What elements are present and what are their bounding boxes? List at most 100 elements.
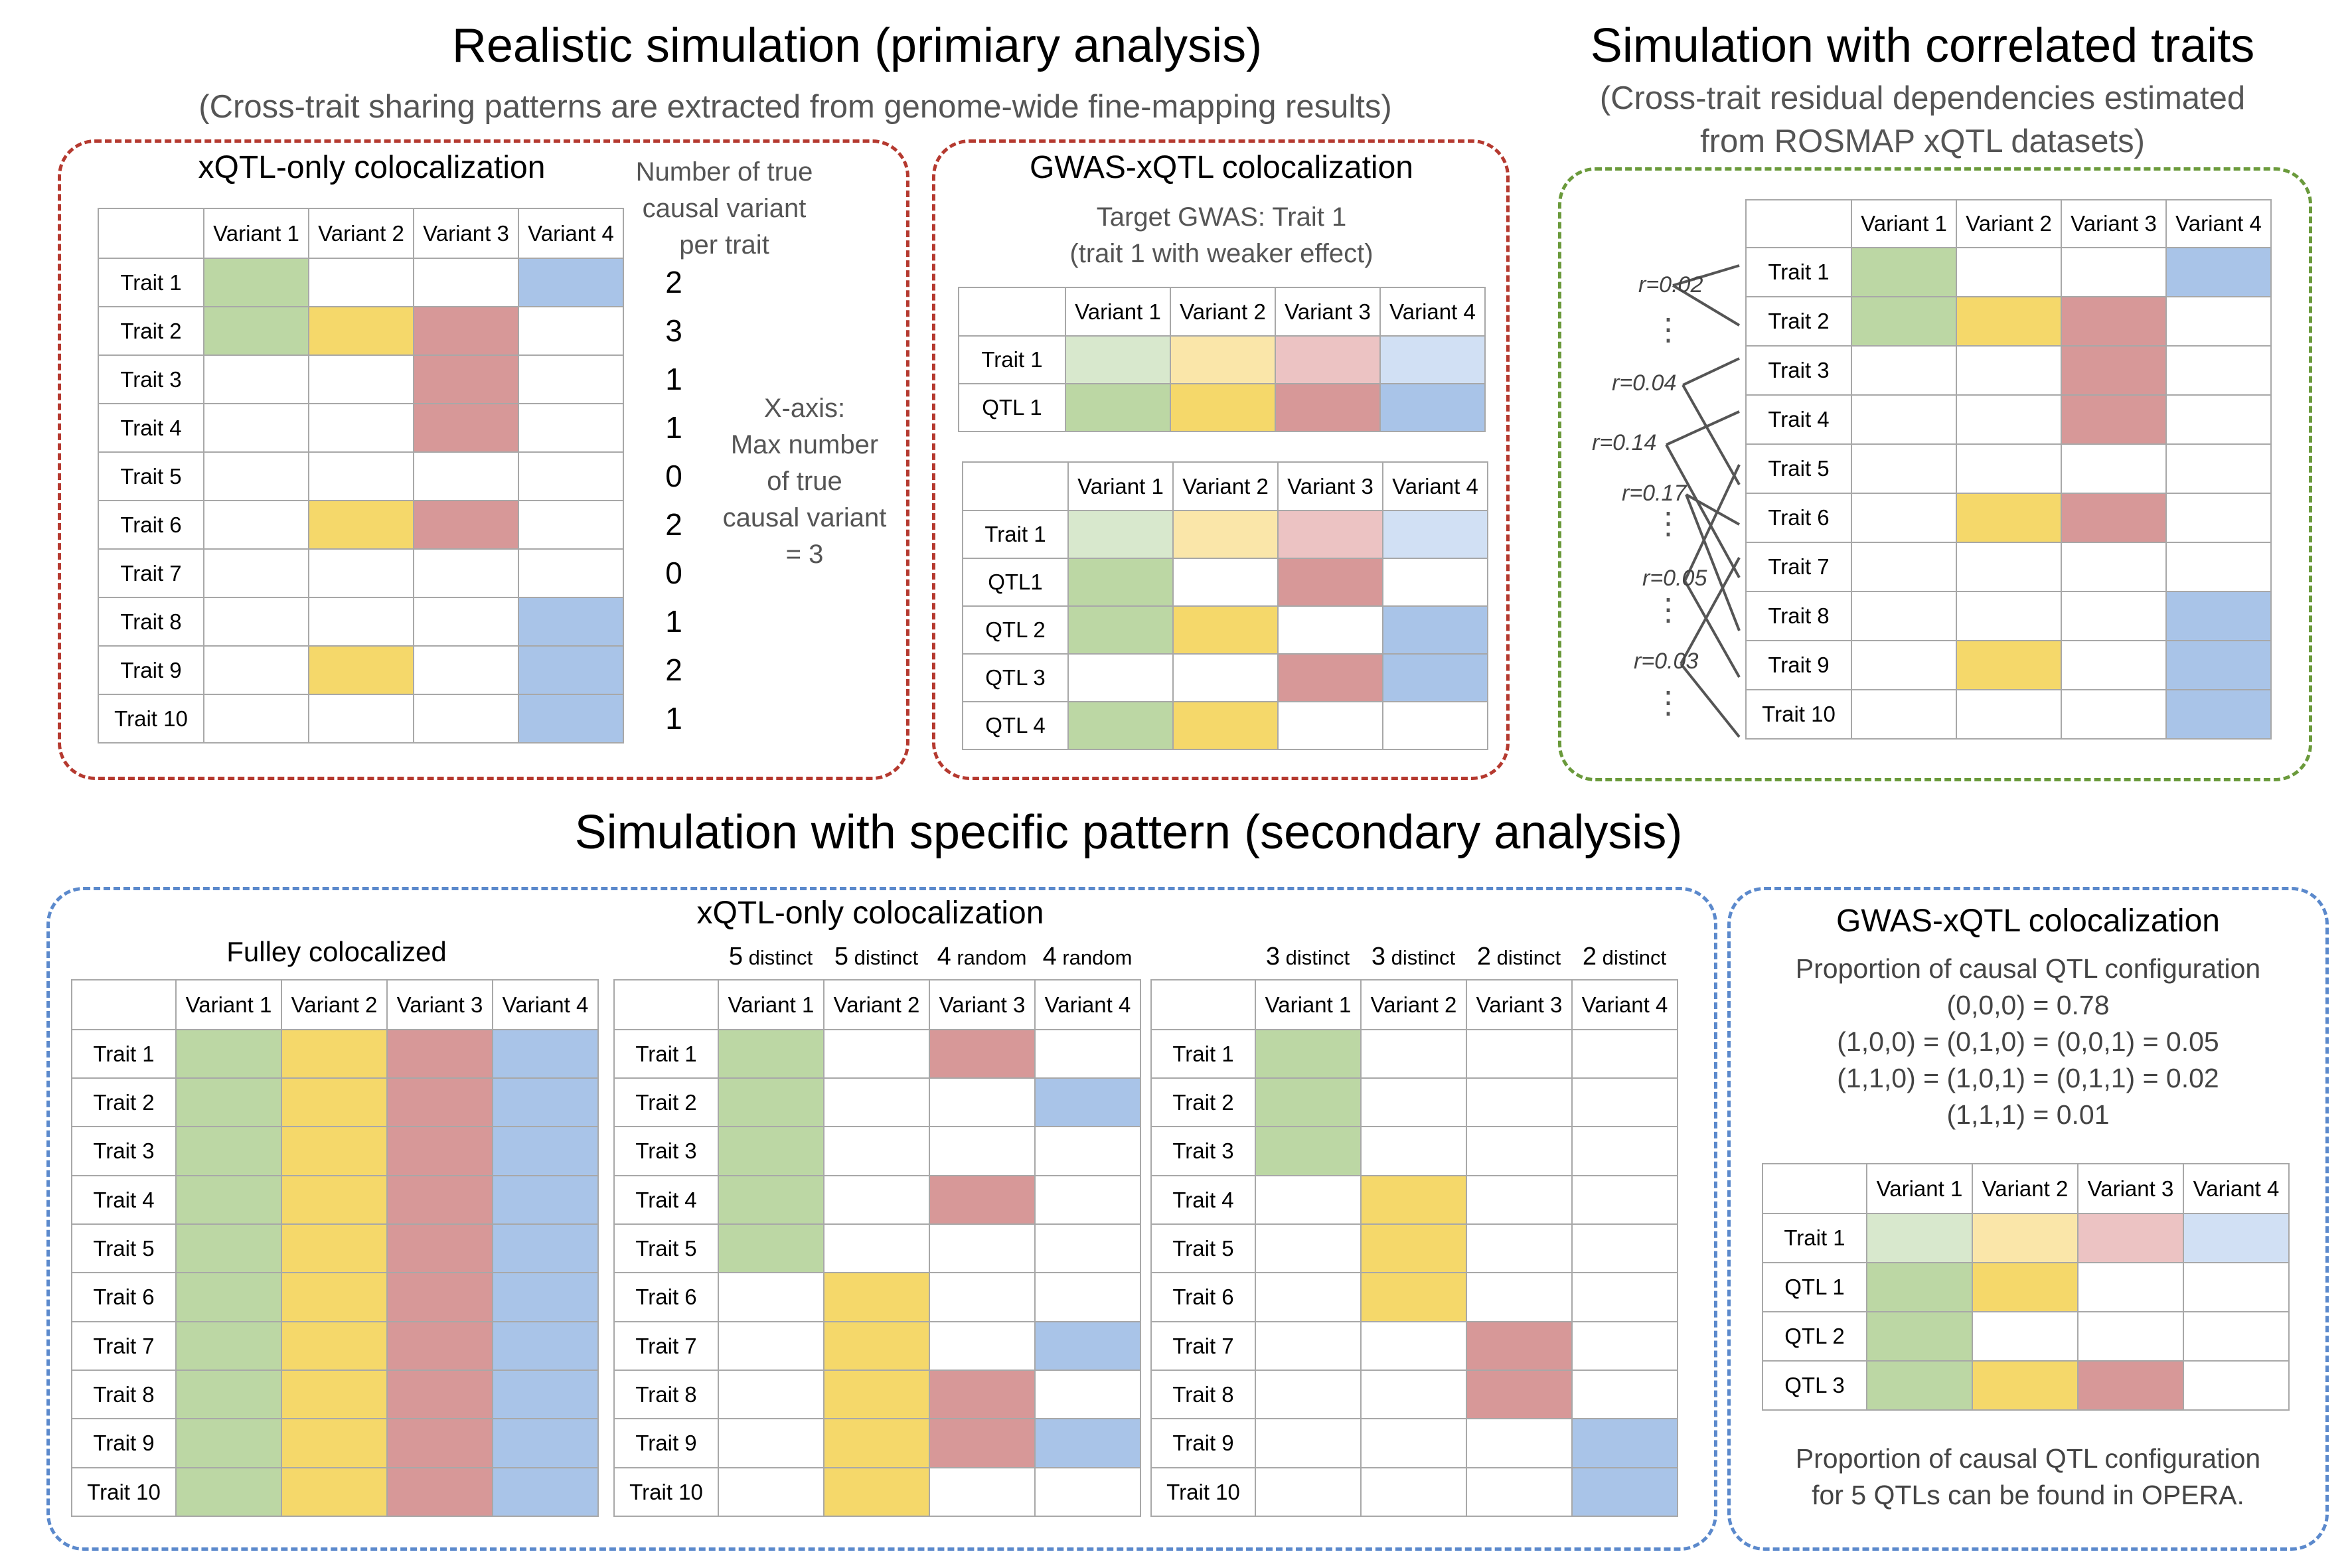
variant-4-header: Variant 4: [1379, 287, 1486, 337]
table-row: Trait 7: [613, 1321, 1141, 1371]
table-row: Trait 5: [1745, 443, 2272, 494]
panel-gwas-xqtl-realistic: [932, 139, 1510, 780]
empty-cell: [1172, 558, 1279, 607]
causal-count-value: 2: [665, 653, 682, 687]
row-label: QTL1: [962, 558, 1069, 607]
table-row: Trait 6: [71, 1272, 599, 1322]
fully-colocalized-title: Fulley colocalized: [226, 936, 447, 967]
table-row: Trait 9: [1150, 1418, 1678, 1468]
row-label: Trait 4: [71, 1175, 177, 1225]
count-header-line-1: Number of true: [635, 157, 813, 187]
table-row: Trait 9: [1745, 640, 2272, 690]
table-row: Trait 9: [98, 645, 624, 695]
row-label: Trait 10: [71, 1467, 177, 1517]
row-label: Trait 8: [71, 1370, 177, 1419]
causal-cell: [175, 1223, 282, 1273]
causal-cell: [175, 1077, 282, 1127]
row-label: Trait 1: [1762, 1213, 1867, 1263]
variant-1-header: Variant 1: [203, 208, 309, 259]
table-row: Trait 1: [71, 1029, 599, 1079]
causal-cell: [1277, 653, 1383, 702]
causal-cell: [281, 1272, 388, 1322]
causal-cell: [1277, 510, 1383, 559]
causal-cell: [386, 1321, 493, 1371]
panel-a-trait-variant-table: Variant 1 Variant 2 Variant 3 Variant 4 Trai…: [98, 208, 624, 744]
panel-a-title: xQTL-only colocalization: [198, 150, 546, 185]
header-corner-cell: [962, 461, 1069, 511]
empty-cell: [718, 1467, 824, 1517]
causal-cell: [386, 1077, 493, 1127]
variant-1-header: Variant 1: [1851, 199, 1957, 248]
empty-cell: [823, 1029, 930, 1079]
row-label: Trait 3: [71, 1126, 177, 1176]
empty-cell: [1851, 542, 1957, 592]
row-label: QTL 4: [962, 701, 1069, 750]
variant-2-header: Variant 2: [1956, 199, 2062, 248]
causal-cell: [1972, 1213, 2078, 1263]
empty-cell: [308, 354, 414, 404]
target-gwas-line-2: (trait 1 with weaker effect): [1069, 239, 1373, 268]
table-row: Trait 10: [613, 1467, 1141, 1517]
causal-cell: [175, 1321, 282, 1371]
correlated-traits-subtitle-1: (Cross-trait residual dependencies estim…: [1599, 80, 2246, 116]
empty-cell: [929, 1223, 1036, 1273]
empty-cell: [1034, 1223, 1141, 1273]
correlation-label-1: r=0.02: [1638, 272, 1703, 297]
causal-cell: [1255, 1029, 1362, 1079]
variant-4-header: Variant 4: [2165, 199, 2272, 248]
causal-cell: [281, 1370, 388, 1419]
empty-cell: [1255, 1418, 1362, 1468]
causal-cell: [175, 1126, 282, 1176]
xaxis-note-line-4: causal variant: [722, 503, 887, 532]
empty-cell: [1956, 542, 2062, 592]
causal-cell: [386, 1272, 493, 1322]
empty-cell: [2183, 1360, 2290, 1411]
row-label: Trait 2: [98, 306, 204, 356]
column-pattern-label: 2 distinct: [1476, 943, 1561, 971]
xaxis-note-line-2: Max number: [730, 430, 879, 459]
empty-cell: [2165, 345, 2272, 396]
causal-cell: [492, 1077, 599, 1127]
causal-cell: [718, 1126, 824, 1176]
empty-cell: [823, 1223, 930, 1273]
empty-cell: [1067, 653, 1174, 702]
causal-cell: [492, 1126, 599, 1176]
empty-cell: [203, 403, 309, 453]
causal-cell: [281, 1467, 388, 1517]
table-row: Trait 6: [1150, 1272, 1678, 1322]
causal-cell: [281, 1223, 388, 1273]
empty-cell: [1466, 1175, 1573, 1225]
table-row: Trait 7: [1150, 1321, 1678, 1371]
causal-cell: [175, 1029, 282, 1079]
empty-cell: [718, 1321, 824, 1371]
table-row: Trait 4: [1745, 394, 2272, 445]
row-label: Trait 1: [958, 335, 1066, 384]
row-label: Trait 10: [98, 694, 204, 744]
causal-cell: [1382, 510, 1488, 559]
row-label: Trait 3: [1150, 1126, 1256, 1176]
variant-4-header: Variant 4: [1034, 979, 1141, 1030]
variant-3-header: Variant 3: [1277, 461, 1383, 511]
panel-xqtl-only-realistic: [58, 139, 909, 780]
causal-count-value: 1: [665, 604, 682, 639]
row-label: Trait 10: [1745, 689, 1852, 740]
empty-cell: [929, 1272, 1036, 1322]
causal-cell: [1067, 605, 1174, 655]
causal-cell: [281, 1418, 388, 1468]
table-row: Trait 9: [613, 1418, 1141, 1468]
row-label: Trait 2: [71, 1077, 177, 1127]
variant-4-header: Variant 4: [492, 979, 599, 1030]
causal-cell: [1956, 493, 2062, 543]
causal-cell: [2061, 345, 2167, 396]
empty-cell: [1851, 443, 1957, 494]
causal-cell: [1382, 605, 1488, 655]
variant-1-header: Variant 1: [1067, 461, 1174, 511]
empty-cell: [518, 403, 624, 453]
table-row: Trait 2: [613, 1077, 1141, 1127]
variant-3-header: Variant 3: [386, 979, 493, 1030]
variant-3-header: Variant 3: [2061, 199, 2167, 248]
column-pattern-label: 4 random: [1042, 943, 1133, 971]
causal-cell: [929, 1175, 1036, 1225]
table-row: Trait 1: [958, 335, 1486, 384]
empty-cell: [2165, 296, 2272, 347]
